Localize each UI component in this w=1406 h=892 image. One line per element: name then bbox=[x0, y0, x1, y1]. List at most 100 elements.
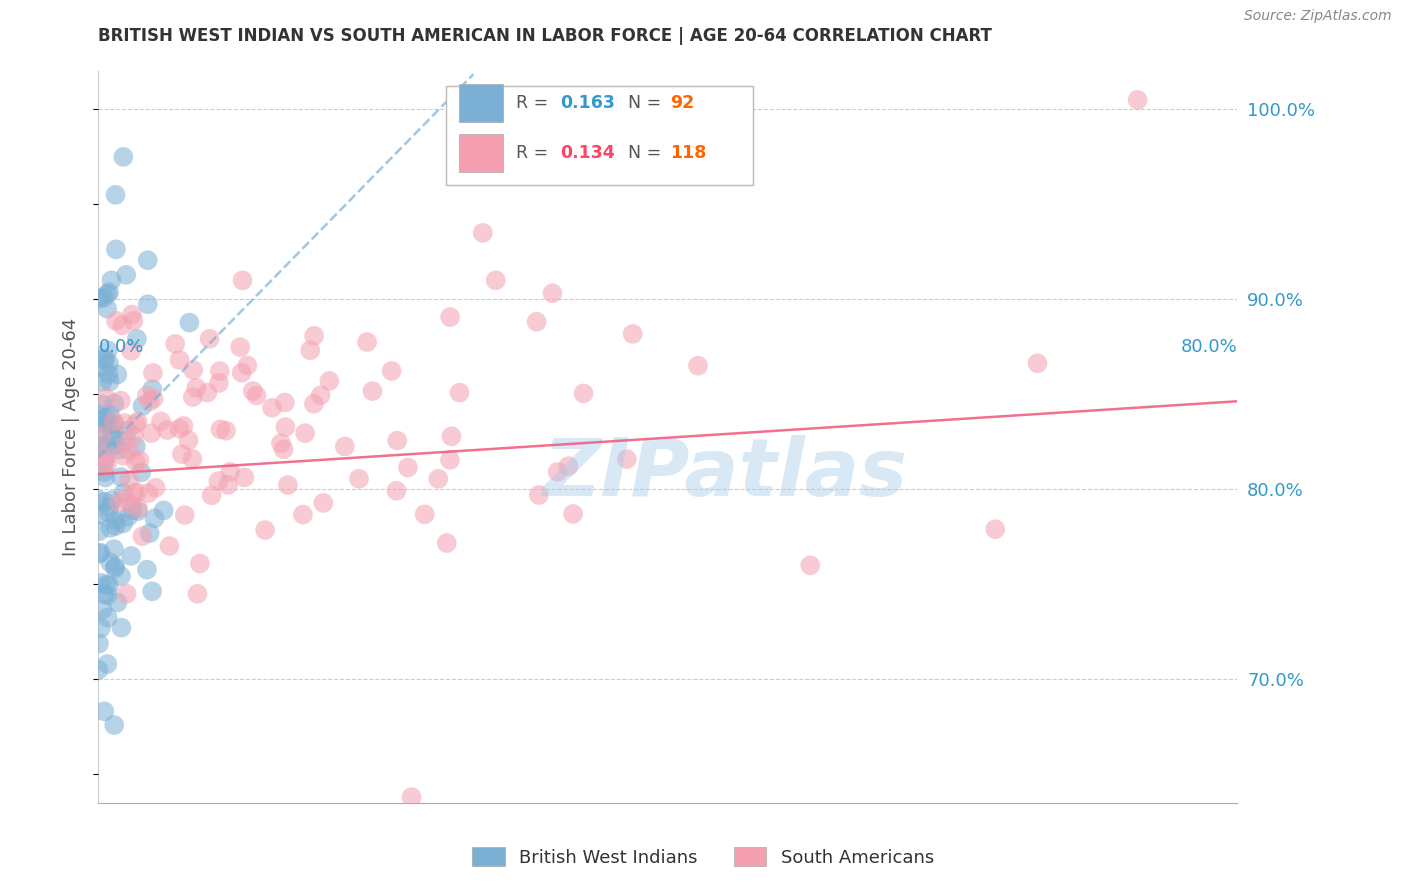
Point bbox=[104, 519, 127, 533]
Point bbox=[97, 610, 120, 624]
Point bbox=[118, 473, 141, 487]
Point bbox=[142, 366, 165, 380]
Point bbox=[157, 539, 180, 553]
Point bbox=[125, 417, 148, 431]
Point bbox=[125, 485, 148, 500]
Point bbox=[90, 397, 112, 411]
Point bbox=[112, 516, 135, 531]
Point bbox=[527, 488, 550, 502]
Point bbox=[141, 584, 163, 599]
Point bbox=[121, 308, 143, 322]
Point bbox=[427, 472, 450, 486]
Point bbox=[131, 399, 153, 413]
Point bbox=[686, 359, 709, 373]
Point bbox=[111, 318, 134, 333]
Point bbox=[270, 436, 292, 450]
Point bbox=[333, 440, 356, 454]
Point bbox=[122, 314, 145, 328]
Point bbox=[274, 420, 297, 434]
Point bbox=[294, 426, 316, 441]
Point bbox=[318, 374, 340, 388]
Point bbox=[89, 425, 111, 440]
Point bbox=[309, 388, 332, 402]
FancyBboxPatch shape bbox=[446, 86, 754, 185]
Point bbox=[90, 621, 112, 635]
Text: N =: N = bbox=[628, 95, 666, 112]
Point bbox=[91, 375, 114, 389]
Point bbox=[105, 314, 128, 328]
Point bbox=[547, 465, 569, 479]
Point bbox=[93, 704, 115, 718]
Point bbox=[208, 376, 231, 390]
Point bbox=[96, 447, 118, 461]
Point bbox=[122, 485, 145, 500]
Point bbox=[557, 459, 579, 474]
Point bbox=[208, 364, 231, 378]
Point bbox=[127, 504, 149, 518]
Point bbox=[101, 493, 124, 508]
Point bbox=[97, 367, 120, 381]
Point bbox=[186, 381, 208, 395]
Text: 0.134: 0.134 bbox=[560, 144, 614, 161]
Point bbox=[104, 514, 127, 528]
Point bbox=[87, 663, 110, 677]
Point bbox=[396, 460, 419, 475]
Point bbox=[114, 416, 136, 430]
Point bbox=[217, 478, 239, 492]
Point bbox=[97, 506, 120, 520]
Point bbox=[101, 432, 124, 446]
Point bbox=[94, 353, 117, 368]
Point bbox=[89, 524, 111, 538]
Point bbox=[302, 328, 325, 343]
Point bbox=[104, 559, 127, 574]
Point bbox=[89, 441, 111, 455]
Point bbox=[274, 395, 297, 409]
Point bbox=[93, 587, 115, 601]
Point bbox=[110, 621, 132, 635]
Text: R =: R = bbox=[516, 95, 554, 112]
Point bbox=[96, 301, 118, 316]
Point bbox=[312, 496, 335, 510]
Point bbox=[526, 315, 548, 329]
Point bbox=[125, 455, 148, 469]
Point bbox=[385, 483, 408, 498]
Point bbox=[114, 434, 136, 449]
Point bbox=[152, 503, 174, 517]
Point bbox=[186, 587, 208, 601]
FancyBboxPatch shape bbox=[460, 134, 503, 171]
Point bbox=[122, 429, 145, 443]
Point bbox=[98, 356, 121, 370]
Point bbox=[89, 439, 111, 453]
Text: BRITISH WEST INDIAN VS SOUTH AMERICAN IN LABOR FORCE | AGE 20-64 CORRELATION CHA: BRITISH WEST INDIAN VS SOUTH AMERICAN IN… bbox=[98, 27, 993, 45]
Point bbox=[471, 226, 494, 240]
Point bbox=[93, 495, 115, 509]
Point bbox=[145, 481, 167, 495]
Point bbox=[94, 411, 117, 425]
Point bbox=[141, 382, 163, 396]
Point bbox=[87, 360, 110, 375]
Text: 92: 92 bbox=[671, 95, 695, 112]
Point bbox=[143, 511, 166, 525]
Point bbox=[90, 546, 112, 560]
Point bbox=[181, 390, 204, 404]
Point bbox=[541, 286, 564, 301]
Point bbox=[120, 549, 142, 563]
Point bbox=[215, 424, 238, 438]
Point bbox=[87, 636, 110, 650]
Point bbox=[439, 310, 461, 324]
Text: R =: R = bbox=[516, 144, 554, 161]
Point bbox=[245, 388, 267, 402]
Point bbox=[127, 415, 149, 429]
Point bbox=[242, 384, 264, 398]
Point bbox=[87, 492, 110, 507]
Text: N =: N = bbox=[628, 144, 666, 161]
Point bbox=[188, 557, 211, 571]
Point bbox=[87, 292, 110, 306]
Point bbox=[181, 451, 204, 466]
Point bbox=[115, 268, 138, 282]
Point bbox=[98, 578, 121, 592]
Point bbox=[179, 316, 201, 330]
Point bbox=[105, 438, 128, 452]
Point bbox=[103, 718, 125, 732]
Point bbox=[169, 421, 191, 435]
